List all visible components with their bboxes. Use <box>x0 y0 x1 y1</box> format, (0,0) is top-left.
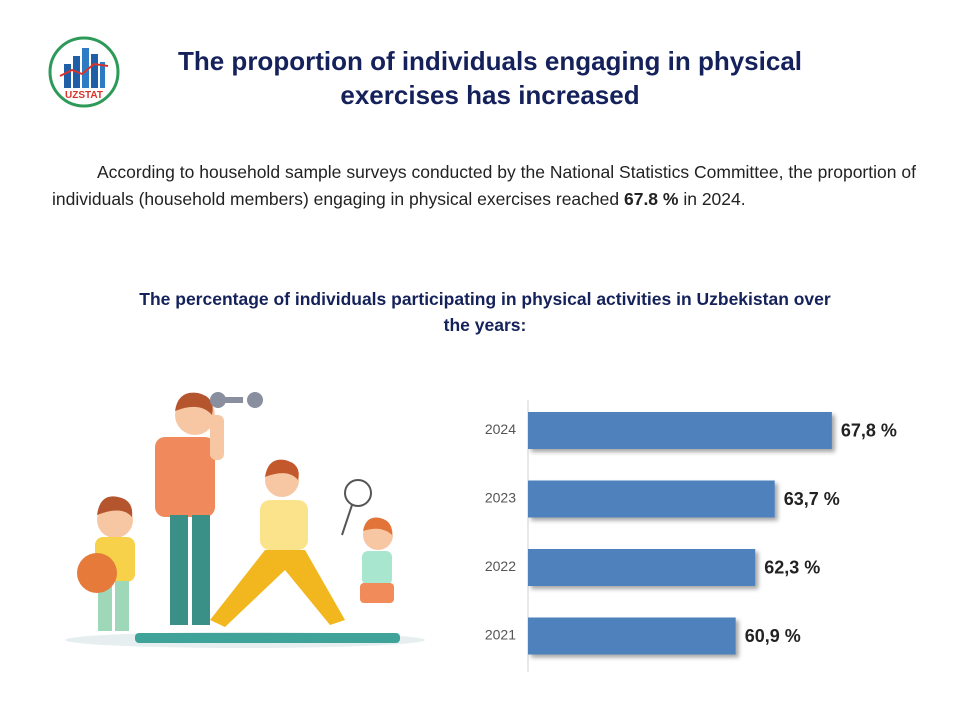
value-label: 60,9 % <box>745 626 801 646</box>
value-label: 62,3 % <box>764 557 820 577</box>
y-tick-label: 2024 <box>485 421 516 437</box>
slide-title: The proportion of individuals engaging i… <box>177 46 803 110</box>
bar-chart: 2024 67,8 % 2023 63,7 % 2022 62,3 % 2021 60,9 % <box>485 400 897 672</box>
y-tick-label: 2021 <box>485 627 516 643</box>
paragraph: According to household sample surveys co… <box>52 159 916 213</box>
logo-text: UZSTAT <box>65 90 103 101</box>
paragraph-text: in 2024. <box>678 189 746 209</box>
chart-title: The percentage of individuals participat… <box>139 289 831 335</box>
highlight: 67.8 % <box>623 189 679 209</box>
y-tick-label: 2022 <box>485 558 516 574</box>
bar <box>528 617 736 655</box>
bar <box>528 412 832 449</box>
illustration <box>65 392 425 648</box>
logo: UZSTAT <box>48 36 120 108</box>
bar <box>528 549 756 586</box>
paragraph-text: According to household sample surveys co… <box>52 162 916 209</box>
bar <box>528 480 775 518</box>
value-label: 67,8 % <box>841 420 897 440</box>
y-tick-label: 2023 <box>485 490 516 506</box>
value-label: 63,7 % <box>784 489 840 509</box>
